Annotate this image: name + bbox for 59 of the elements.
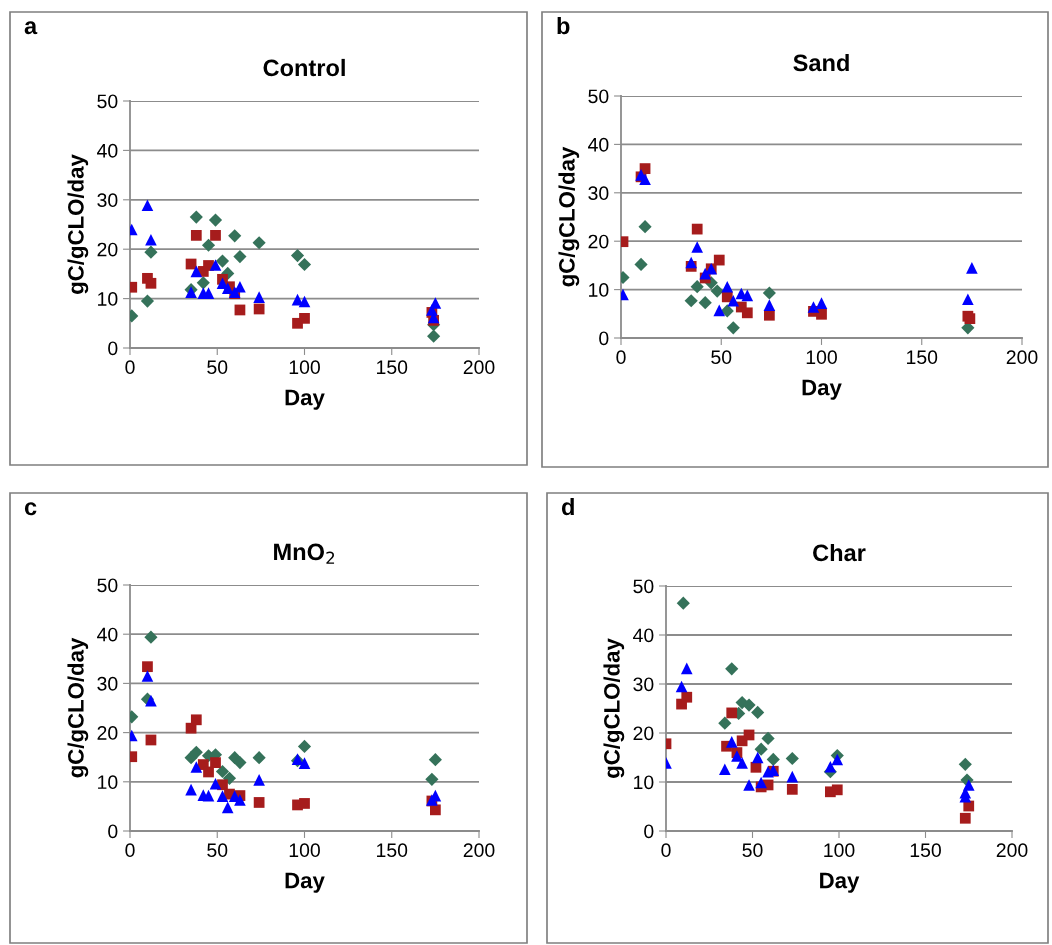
y-tick-label: 0 bbox=[108, 824, 118, 839]
y-tick-label: 10 bbox=[98, 775, 118, 790]
x-tick-label: 200 bbox=[1006, 350, 1038, 365]
y-axis-title: gC/gCLO/day bbox=[558, 146, 580, 287]
text: c bbox=[24, 502, 37, 516]
x-tick-label: 150 bbox=[910, 843, 941, 858]
y-tick-label: 40 bbox=[633, 628, 654, 643]
x-tick-label: 150 bbox=[907, 350, 938, 365]
x-tick-label: 100 bbox=[806, 350, 837, 365]
x-tick-label: 200 bbox=[463, 843, 495, 858]
y-tick-label: 30 bbox=[633, 677, 654, 692]
x-axis-title: Day bbox=[285, 872, 325, 893]
x-tick-label: 50 bbox=[711, 350, 732, 365]
x-tick-label: 0 bbox=[616, 350, 626, 365]
y-tick-label: 30 bbox=[588, 186, 609, 201]
x-tick-label: 50 bbox=[207, 843, 228, 858]
x-tick-label: 50 bbox=[742, 843, 763, 858]
y-axis-title: gC/gCLO/day bbox=[67, 637, 89, 778]
x-tick-label: 100 bbox=[824, 843, 855, 858]
x-tick-label: 100 bbox=[289, 843, 320, 858]
x-axis-title: Day bbox=[802, 379, 842, 400]
text: a bbox=[24, 21, 38, 35]
x-tick-label: 0 bbox=[661, 843, 671, 858]
y-tick-label: 20 bbox=[588, 234, 609, 249]
y-tick-label: 0 bbox=[599, 331, 609, 346]
chart-title: MnO$_{2}$ bbox=[274, 543, 335, 564]
y-tick-label: 50 bbox=[97, 578, 118, 593]
y-tick-label: 10 bbox=[98, 292, 118, 306]
y-tick-label: 40 bbox=[97, 627, 118, 642]
y-tick-label: 10 bbox=[634, 775, 654, 790]
chart-title: Char bbox=[813, 543, 866, 562]
y-tick-label: 40 bbox=[97, 143, 118, 158]
x-tick-label: 50 bbox=[207, 360, 228, 375]
text: b bbox=[557, 16, 570, 35]
y-tick-label: 50 bbox=[633, 579, 654, 594]
text: d bbox=[561, 497, 574, 516]
y-tick-label: 20 bbox=[97, 242, 118, 257]
x-tick-label: 0 bbox=[125, 843, 135, 858]
y-tick-label: 30 bbox=[97, 193, 118, 208]
x-tick-label: 200 bbox=[463, 360, 495, 375]
y-tick-label: 40 bbox=[588, 137, 609, 152]
x-tick-label: 150 bbox=[377, 843, 408, 858]
x-tick-label: 150 bbox=[377, 360, 408, 375]
chart-title: Sand bbox=[793, 53, 849, 72]
x-tick-label: 0 bbox=[125, 360, 135, 375]
y-tick-label: 20 bbox=[633, 726, 654, 741]
x-tick-label: 100 bbox=[289, 360, 320, 375]
chart-title: Control bbox=[263, 58, 345, 77]
y-tick-label: 10 bbox=[589, 283, 609, 297]
y-tick-label: 30 bbox=[97, 676, 118, 691]
y-tick-label: 50 bbox=[588, 89, 609, 104]
y-tick-label: 20 bbox=[97, 726, 118, 740]
y-axis-title: gC/gCLO/day bbox=[603, 638, 625, 778]
y-tick-label: 0 bbox=[644, 824, 654, 839]
y-axis-title: gC/gCLO/day bbox=[67, 154, 89, 294]
x-tick-label: 200 bbox=[996, 843, 1028, 858]
y-tick-label: 50 bbox=[97, 94, 118, 109]
x-axis-title: Day bbox=[820, 872, 860, 893]
x-axis-title: Day bbox=[285, 389, 325, 410]
